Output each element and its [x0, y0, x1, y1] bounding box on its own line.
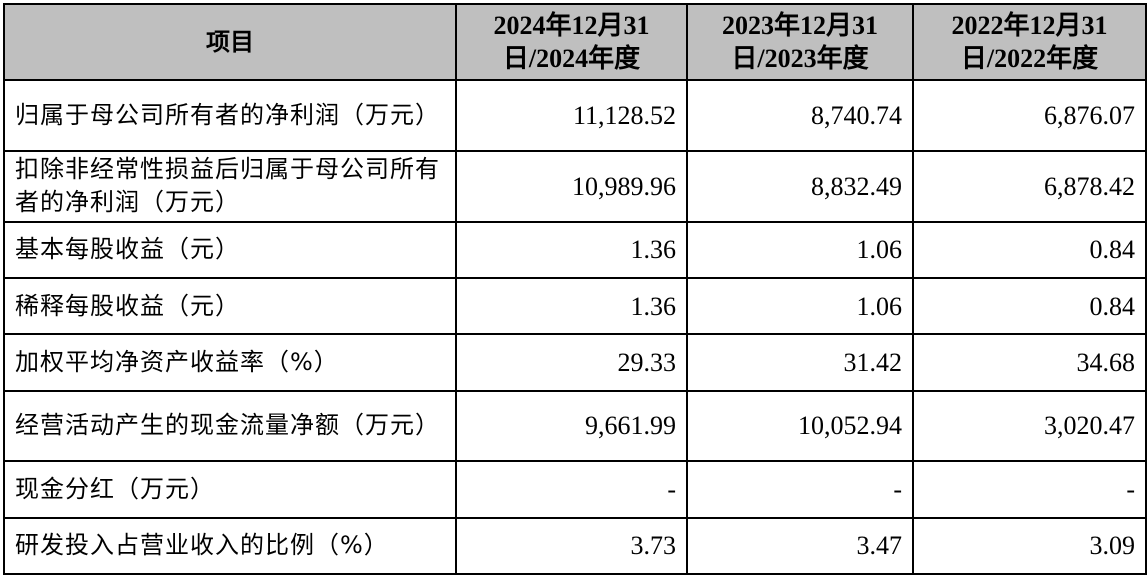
value-2024: 3.73 — [455, 516, 688, 576]
value-2022: 6,876.07 — [912, 79, 1147, 152]
value-2023: 1.06 — [686, 276, 914, 336]
row-label: 加权平均净资产收益率（%） — [3, 333, 457, 392]
value-2022: 0.84 — [912, 276, 1147, 336]
value-2022: 6,878.42 — [912, 149, 1147, 223]
value-2024: 1.36 — [455, 220, 688, 279]
value-2023: 8,740.74 — [686, 79, 914, 152]
value-2023: 8,832.49 — [686, 149, 914, 223]
row-label: 现金分红（万元） — [3, 460, 457, 519]
table-row: 研发投入占营业收入的比例（%） 3.73 3.47 3.09 — [3, 516, 1147, 576]
financial-indicators-table: 项目 2024年12月31日/2024年度 2023年12月31日/2023年度… — [3, 3, 1147, 576]
table-row: 归属于母公司所有者的净利润（万元） 11,128.52 8,740.74 6,8… — [3, 79, 1147, 152]
value-2023: 31.42 — [686, 333, 914, 392]
value-2022: 3.09 — [912, 516, 1147, 576]
value-2023: 3.47 — [686, 516, 914, 576]
row-label: 扣除非经常性损益后归属于母公司所有者的净利润（万元） — [3, 149, 457, 223]
row-label: 归属于母公司所有者的净利润（万元） — [3, 79, 457, 152]
table-row: 稀释每股收益（元） 1.36 1.06 0.84 — [3, 276, 1147, 336]
value-2024: 10,989.96 — [455, 149, 688, 223]
row-label: 经营活动产生的现金流量净额（万元） — [3, 389, 457, 463]
row-label: 基本每股收益（元） — [3, 220, 457, 279]
value-2022: 34.68 — [912, 333, 1147, 392]
value-2023: 10,052.94 — [686, 389, 914, 463]
value-2023: - — [686, 460, 914, 519]
value-2022: - — [912, 460, 1147, 519]
value-2023: 1.06 — [686, 220, 914, 279]
table-row: 经营活动产生的现金流量净额（万元） 9,661.99 10,052.94 3,0… — [3, 389, 1147, 463]
value-2024: - — [455, 460, 688, 519]
header-item: 项目 — [3, 3, 457, 81]
value-2024: 29.33 — [455, 333, 688, 392]
header-2022: 2022年12月31日/2022年度 — [912, 3, 1147, 81]
header-2023: 2023年12月31日/2023年度 — [686, 3, 914, 81]
value-2022: 0.84 — [912, 220, 1147, 279]
header-2024: 2024年12月31日/2024年度 — [455, 3, 688, 81]
value-2022: 3,020.47 — [912, 389, 1147, 463]
row-label: 研发投入占营业收入的比例（%） — [3, 516, 457, 576]
table-row: 扣除非经常性损益后归属于母公司所有者的净利润（万元） 10,989.96 8,8… — [3, 149, 1147, 223]
row-label: 稀释每股收益（元） — [3, 276, 457, 336]
value-2024: 11,128.52 — [455, 79, 688, 152]
table-row: 加权平均净资产收益率（%） 29.33 31.42 34.68 — [3, 333, 1147, 392]
table-row: 现金分红（万元） - - - — [3, 460, 1147, 519]
header-row: 项目 2024年12月31日/2024年度 2023年12月31日/2023年度… — [3, 3, 1147, 81]
value-2024: 1.36 — [455, 276, 688, 336]
value-2024: 9,661.99 — [455, 389, 688, 463]
table-row: 基本每股收益（元） 1.36 1.06 0.84 — [3, 220, 1147, 279]
